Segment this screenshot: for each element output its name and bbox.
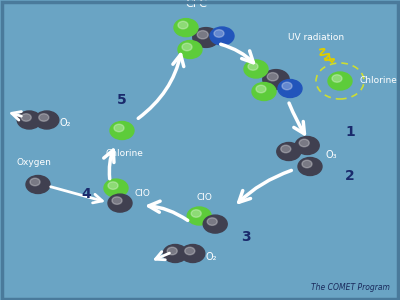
Circle shape [182,43,192,51]
Circle shape [39,114,49,121]
Circle shape [114,124,124,132]
Text: O₂: O₂ [60,118,72,128]
Circle shape [193,28,219,47]
Circle shape [163,244,187,262]
Circle shape [332,75,342,82]
Circle shape [267,73,278,81]
Circle shape [21,114,31,121]
Circle shape [282,82,292,90]
Text: CFC: CFC [185,0,207,9]
Circle shape [263,70,289,89]
Circle shape [244,60,268,78]
Circle shape [35,111,59,129]
Circle shape [104,179,128,197]
Circle shape [210,27,234,45]
Circle shape [281,145,291,153]
Circle shape [252,82,276,100]
Text: The COMET Program: The COMET Program [311,284,390,292]
Circle shape [108,194,132,212]
Circle shape [26,176,50,194]
Text: 1: 1 [345,125,355,139]
Text: ClO: ClO [135,189,151,198]
Circle shape [108,182,118,189]
Circle shape [112,197,122,204]
Circle shape [187,207,211,225]
Text: 5: 5 [117,94,127,107]
Circle shape [295,136,319,154]
Circle shape [298,158,322,175]
Circle shape [299,139,309,147]
Circle shape [17,111,41,129]
Circle shape [214,30,224,37]
Circle shape [256,85,266,93]
Text: O₂: O₂ [206,251,218,262]
Circle shape [277,142,301,160]
Circle shape [278,80,302,98]
Text: ClO: ClO [196,193,212,202]
Circle shape [191,210,201,217]
Circle shape [197,31,208,39]
Text: 2: 2 [345,169,355,182]
Circle shape [174,19,198,37]
Circle shape [167,247,177,255]
Text: 4: 4 [81,187,91,200]
Circle shape [185,247,195,255]
Circle shape [110,122,134,140]
Text: O₃: O₃ [326,149,338,160]
Circle shape [181,244,205,262]
Text: Chlorine: Chlorine [359,76,397,85]
Circle shape [30,178,40,186]
Circle shape [328,72,352,90]
Circle shape [178,40,202,58]
Circle shape [302,160,312,168]
Text: UV radiation: UV radiation [288,33,344,42]
Circle shape [203,215,227,233]
Text: 3: 3 [241,230,251,244]
Circle shape [207,218,217,225]
Circle shape [248,63,258,70]
Text: Oxygen: Oxygen [16,158,52,167]
Text: Chlorine: Chlorine [105,149,143,158]
Circle shape [178,21,188,29]
